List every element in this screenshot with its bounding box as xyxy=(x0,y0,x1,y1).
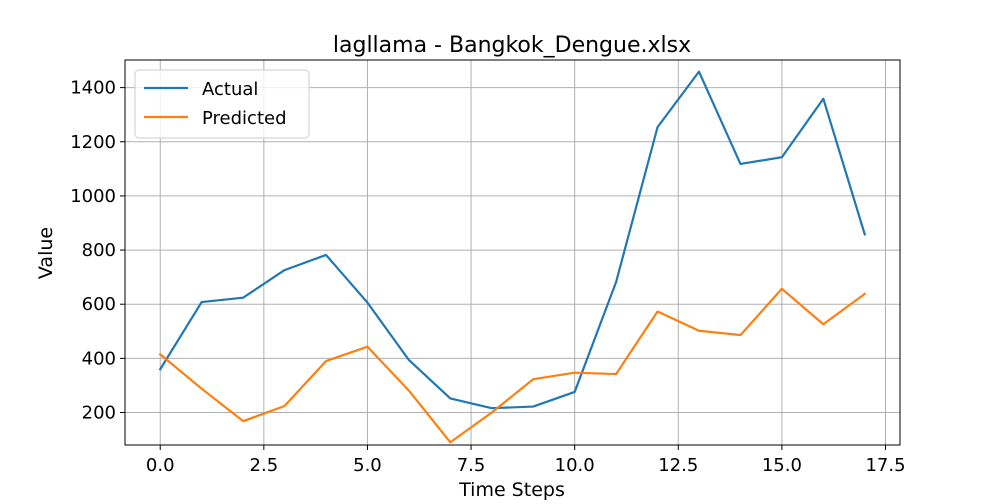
y-tick-label: 1400 xyxy=(70,78,116,99)
series-line-actual xyxy=(158,70,867,410)
x-tick-label: 2.5 xyxy=(250,455,279,476)
legend-label-predicted: Predicted xyxy=(202,108,287,129)
y-axis-label: Value xyxy=(35,227,57,279)
plot-frame xyxy=(124,59,901,446)
y-tick-label: 1000 xyxy=(70,186,116,207)
legend-label-actual: Actual xyxy=(202,79,258,100)
y-tick-label: 400 xyxy=(82,348,116,369)
x-tick-label: 12.5 xyxy=(658,455,698,476)
x-tick-label: 5.0 xyxy=(353,455,382,476)
grid-layer xyxy=(125,60,900,445)
series-layer xyxy=(158,70,867,444)
series-line-predicted xyxy=(158,287,867,444)
x-tick-label: 10.0 xyxy=(555,455,595,476)
y-tick-label: 800 xyxy=(82,240,116,261)
x-tick-label: 7.5 xyxy=(457,455,486,476)
legend: Actual Predicted xyxy=(134,69,310,139)
x-tick-label: 0.0 xyxy=(146,455,175,476)
y-tick-label: 200 xyxy=(82,403,116,424)
x-tick-label: 15.0 xyxy=(762,455,802,476)
y-tick-label: 1200 xyxy=(70,132,116,153)
y-tick-label: 600 xyxy=(82,294,116,315)
tick-layer: 0.0 2.5 5.0 7.5 10.0 12.5 15.0 17.5 200 400 600 800… xyxy=(70,78,905,476)
x-axis-label: Time Steps xyxy=(458,479,565,500)
chart-title: lagllama - Bangkok_Dengue.xlsx xyxy=(333,33,691,58)
x-tick-label: 17.5 xyxy=(865,455,905,476)
